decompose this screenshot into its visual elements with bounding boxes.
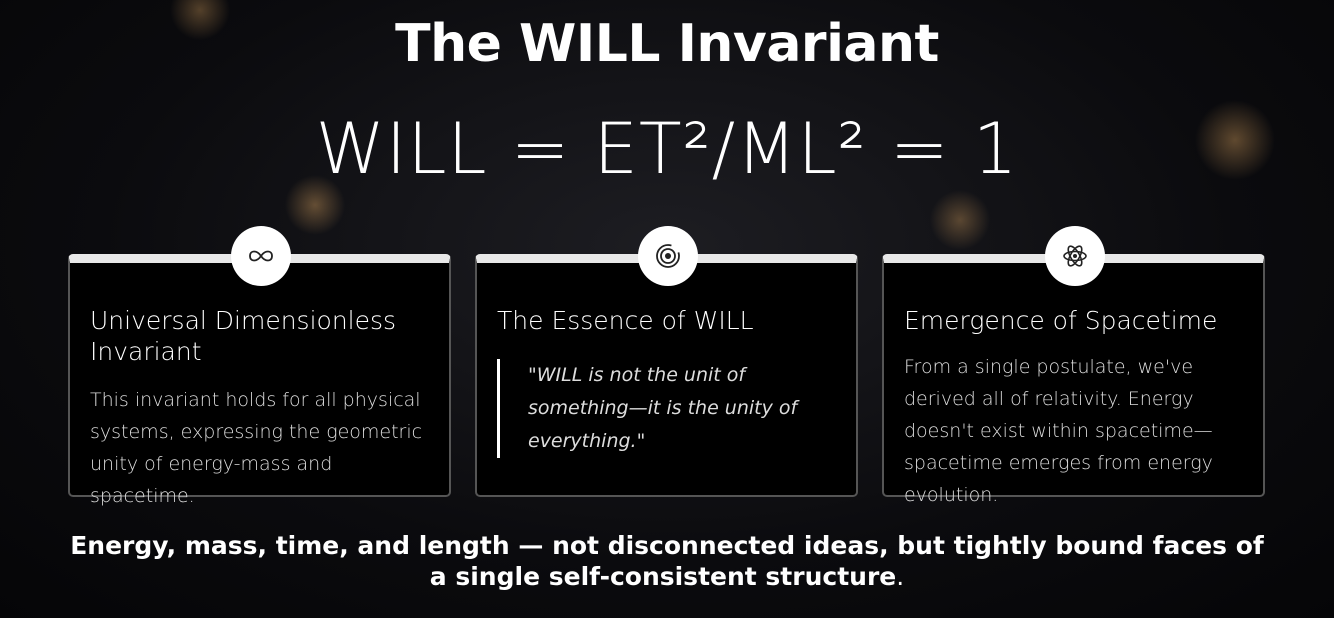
icon-glyph	[249, 250, 273, 262]
card-title: Universal Dimensionless Invariant	[90, 306, 397, 366]
icon-atom	[1045, 226, 1105, 286]
icon-infinity	[231, 226, 291, 286]
card-body: From a single postulate, we've derived a…	[904, 356, 1213, 506]
icon-glyph	[1063, 245, 1087, 267]
card: Emergence of Spacetime From a single pos…	[882, 254, 1265, 506]
card: Universal Dimensionless Invariant This i…	[68, 254, 451, 507]
card: The Essence of WILL "WILL is not the uni…	[475, 254, 858, 497]
card-quote: "WILL is not the unit of something—it is…	[497, 359, 842, 458]
card-title: The Essence of WILL	[497, 306, 754, 335]
icon-glyph	[656, 244, 680, 268]
card-title: Emergence of Spacetime	[904, 306, 1218, 335]
formula: WILL = ET²/ML² = 1	[315, 108, 1019, 190]
footer-text: Energy, mass, time, and length — not dis…	[70, 531, 1264, 591]
footer: Energy, mass, time, and length — not dis…	[60, 530, 1274, 592]
card-body: This invariant holds for all physical sy…	[90, 389, 423, 507]
footer-end: .	[896, 562, 905, 591]
icon-orbit	[638, 226, 698, 286]
title: The WILL Invariant	[395, 14, 939, 74]
